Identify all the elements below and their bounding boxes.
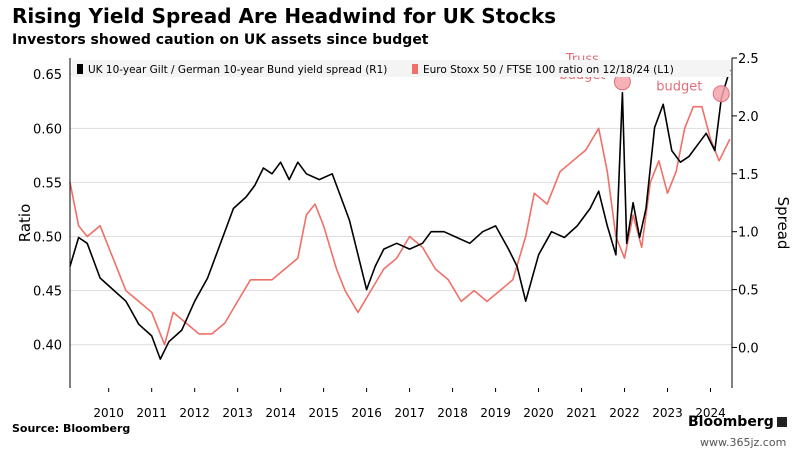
x-tick-label: 2020 — [523, 406, 554, 420]
legend-swatch-ratio — [412, 64, 418, 74]
x-tick-label: 2024 — [695, 406, 726, 420]
left-tick-label: 0.45 — [33, 285, 62, 300]
left-tick-label: 0.55 — [33, 176, 62, 191]
left-tick-label: 0.40 — [33, 339, 62, 354]
legend-box — [72, 60, 730, 77]
x-tick-label: 2016 — [351, 406, 382, 420]
logo-icon — [776, 417, 787, 427]
x-tick-label: 2018 — [437, 406, 468, 420]
legend-label-spread: UK 10-year Gilt / German 10-year Bund yi… — [88, 64, 387, 76]
right-axis-label: Spread — [774, 197, 792, 250]
x-tick-label: 2012 — [179, 406, 210, 420]
legend-swatch-spread — [77, 64, 83, 74]
chart-subtitle: Investors showed caution on UK assets si… — [12, 32, 429, 48]
x-tick-label: 2021 — [566, 406, 597, 420]
x-tick-label: 2023 — [652, 406, 683, 420]
series-line-stoxx-ftse-ratio — [69, 105, 731, 346]
watermark-text: www.365jz.com — [700, 436, 787, 449]
logo-text: Bloomberg — [688, 414, 774, 430]
chart-title: Rising Yield Spread Are Headwind for UK … — [12, 4, 557, 28]
legend-label-ratio: Euro Stoxx 50 / FTSE 100 ratio on 12/18/… — [423, 64, 674, 76]
right-tick-label: 2.0 — [738, 110, 759, 125]
left-tick-label: 0.65 — [33, 68, 62, 83]
left-tick-label: 0.60 — [33, 122, 62, 137]
left-axis-label: Ratio — [16, 204, 34, 243]
x-tick-label: 2010 — [93, 406, 124, 420]
x-tick-label: 2013 — [222, 406, 253, 420]
x-tick-label: 2014 — [265, 406, 296, 420]
x-tick-label: 2022 — [609, 406, 640, 420]
series-line-yield-spread — [69, 69, 731, 360]
right-tick-label: 0.0 — [738, 341, 759, 356]
x-tick-label: 2011 — [136, 406, 167, 420]
right-tick-label: 1.5 — [738, 168, 759, 183]
x-tick-label: 2017 — [394, 406, 425, 420]
source-note: Source: Bloomberg — [12, 422, 131, 435]
x-tick-label: 2015 — [308, 406, 339, 420]
left-tick-label: 0.50 — [33, 231, 62, 246]
right-tick-label: 2.5 — [738, 52, 759, 67]
right-tick-label: 0.5 — [738, 284, 759, 299]
bloomberg-logo: Bloomberg — [688, 414, 787, 430]
annotation-marker — [712, 85, 730, 103]
x-tick-label: 2019 — [480, 406, 511, 420]
right-tick-label: 1.0 — [738, 226, 759, 241]
